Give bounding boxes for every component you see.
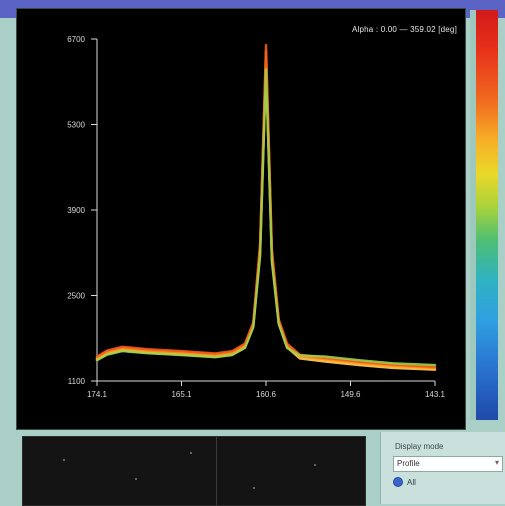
y-tick-label: 6700 bbox=[67, 35, 85, 44]
spectrum-plot-panel: 6700 5300 3900 2500 1100 174.1 165.1 160.6 149.6… bbox=[16, 8, 466, 430]
preview-divider bbox=[216, 437, 217, 505]
alpha-readout: Alpha : 0.00 — 359.02 [deg] bbox=[351, 25, 457, 34]
x-tick-label: 149.6 bbox=[340, 390, 361, 399]
noise-speck bbox=[63, 459, 65, 461]
display-mode-value: Profile bbox=[397, 459, 420, 468]
y-tick-label: 3900 bbox=[67, 206, 85, 215]
colorbar bbox=[476, 10, 498, 420]
noise-speck bbox=[314, 464, 316, 466]
x-tick-label: 174.1 bbox=[87, 390, 108, 399]
display-settings-panel: Display mode Profile ▾ All bbox=[380, 432, 505, 504]
radio-selected-icon bbox=[393, 477, 403, 487]
noise-speck bbox=[135, 478, 137, 480]
y-tick-label: 5300 bbox=[67, 121, 85, 130]
display-mode-label: Display mode bbox=[395, 442, 444, 451]
noise-speck bbox=[190, 452, 192, 454]
spectrum-series-line bbox=[95, 62, 437, 371]
noise-speck bbox=[253, 487, 255, 489]
x-tick-label: 143.1 bbox=[425, 390, 446, 399]
colorbar-frame bbox=[470, 10, 476, 420]
y-tick-label: 2500 bbox=[67, 292, 85, 301]
spectrum-series-line bbox=[95, 68, 437, 367]
image-preview-panel[interactable] bbox=[22, 436, 366, 506]
x-tick-label: 160.6 bbox=[256, 390, 277, 399]
display-mode-select[interactable]: Profile ▾ bbox=[393, 456, 503, 472]
chevron-down-icon: ▾ bbox=[494, 458, 499, 467]
radio-all-label: All bbox=[407, 477, 416, 487]
y-tick-label: 1100 bbox=[68, 377, 86, 386]
x-tick-label: 165.1 bbox=[171, 390, 192, 399]
radio-all[interactable]: All bbox=[393, 477, 416, 487]
